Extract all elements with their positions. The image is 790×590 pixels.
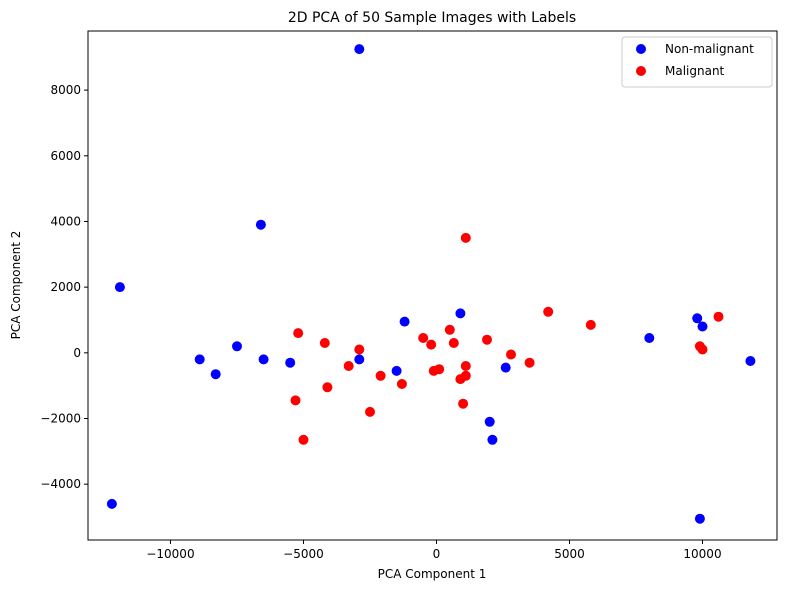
y-tick-label: 4000 [50, 214, 81, 228]
point-malignant-25 [458, 398, 469, 409]
point-malignant-27 [506, 349, 516, 360]
x-tick-label: 0 [433, 547, 441, 561]
point-non-malignant-15 [500, 362, 511, 373]
legend-box [621, 36, 773, 88]
point-non-malignant-6 [232, 341, 242, 352]
point-malignant-20 [444, 324, 455, 335]
point-non-malignant-18 [697, 321, 708, 332]
legend-label-non-malignant: Non-malignant [665, 42, 754, 56]
point-malignant-12 [298, 434, 309, 445]
point-malignant-13 [365, 406, 375, 417]
legend-marker-non-malignant [636, 44, 646, 54]
chart-title: 2D PCA of 50 Sample Images with Labels [288, 10, 576, 26]
point-non-malignant-7 [258, 354, 269, 365]
x-tick-label: 5000 [554, 547, 585, 561]
point-malignant-19 [434, 364, 445, 375]
point-malignant-1 [543, 306, 554, 317]
y-tick-label: 2000 [50, 280, 81, 294]
x-axis-title: PCA Component 1 [378, 567, 487, 581]
point-non-malignant-20 [694, 513, 705, 524]
point-malignant-10 [322, 382, 333, 393]
plot-area [88, 31, 777, 540]
point-malignant-23 [460, 361, 471, 371]
points-layer [106, 44, 756, 524]
point-malignant-26 [482, 334, 492, 345]
point-non-malignant-13 [484, 416, 495, 427]
point-non-malignant-5 [210, 369, 221, 380]
legend: Non-malignant Malignant [621, 36, 773, 88]
x-tick-label: −5000 [283, 547, 324, 561]
point-non-malignant-11 [399, 316, 410, 327]
point-malignant-11 [290, 395, 301, 406]
x-axis-ticks: −10000 −5000 0 5000 10000 [146, 540, 722, 561]
point-malignant-2 [585, 319, 596, 330]
plot-frame [87, 30, 778, 541]
point-malignant-3 [713, 311, 724, 322]
y-tick-label: −2000 [40, 411, 81, 425]
point-malignant-9 [343, 361, 354, 371]
point-non-malignant-16 [644, 333, 655, 343]
point-malignant-5 [697, 344, 708, 355]
point-malignant-14 [375, 370, 386, 381]
x-tick-label: −10000 [146, 547, 194, 561]
point-non-malignant-4 [194, 354, 205, 365]
point-malignant-8 [354, 344, 365, 355]
point-malignant-15 [396, 379, 407, 389]
point-non-malignant-10 [391, 365, 402, 376]
y-axis-title: PCA Component 2 [9, 231, 23, 340]
point-malignant-0 [460, 232, 471, 243]
point-malignant-6 [293, 328, 304, 339]
y-tick-label: 6000 [50, 149, 81, 163]
point-non-malignant-2 [114, 282, 125, 293]
point-non-malignant-1 [255, 219, 266, 230]
point-non-malignant-14 [487, 434, 498, 445]
point-non-malignant-0 [354, 44, 365, 55]
legend-label-malignant: Malignant [665, 64, 725, 78]
point-non-malignant-17 [692, 313, 703, 324]
point-malignant-28 [524, 357, 535, 368]
legend-marker-malignant [636, 66, 646, 76]
point-non-malignant-3 [106, 498, 117, 509]
y-tick-label: 0 [73, 346, 81, 360]
point-non-malignant-9 [354, 354, 365, 365]
point-malignant-24 [460, 370, 471, 381]
point-non-malignant-19 [745, 356, 756, 366]
y-axis-ticks: −4000 −2000 0 2000 4000 6000 8000 [40, 83, 88, 491]
x-tick-label: 10000 [683, 547, 721, 561]
point-malignant-16 [418, 333, 429, 343]
point-malignant-7 [319, 338, 330, 348]
point-non-malignant-8 [285, 357, 296, 368]
point-malignant-21 [448, 338, 459, 348]
y-tick-label: −4000 [40, 477, 81, 491]
y-tick-label: 8000 [50, 83, 81, 97]
point-non-malignant-12 [455, 308, 466, 319]
point-malignant-17 [426, 339, 437, 350]
